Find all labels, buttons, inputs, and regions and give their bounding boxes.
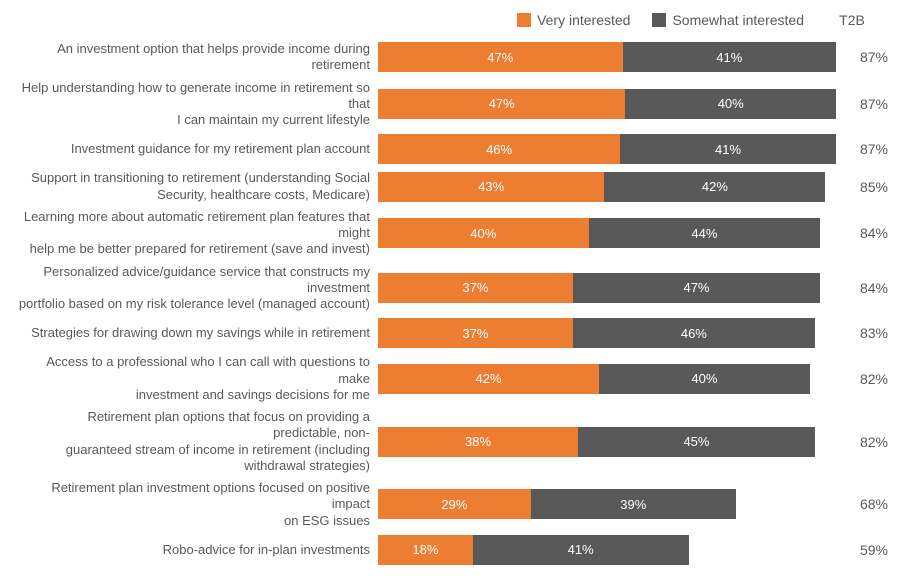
chart-row: Strategies for drawing down my savings w… [18, 318, 888, 348]
t2b-value: 68% [836, 496, 888, 512]
t2b-value: 82% [836, 371, 888, 387]
chart-row: Robo-advice for in-plan investments 18%41… [18, 535, 888, 565]
bar-area: 43%42% [378, 172, 836, 202]
bar-area: 29%39% [378, 489, 836, 519]
row-label: Retirement plan options that focus on pr… [18, 409, 378, 474]
row-label-line: An investment option that helps provide … [18, 41, 370, 74]
bar-segment-somewhat-interested: 41% [473, 535, 689, 565]
t2b-value: 87% [836, 49, 888, 65]
t2b-value: 85% [836, 179, 888, 195]
row-label: Learning more about automatic retirement… [18, 209, 378, 258]
bar-segment-somewhat-interested: 46% [573, 318, 815, 348]
row-label-line: Learning more about automatic retirement… [18, 209, 370, 242]
bar-segment-very-interested: 29% [378, 489, 531, 519]
t2b-value: 59% [836, 542, 888, 558]
row-label-line: Security, healthcare costs, Medicare) [157, 187, 370, 203]
row-label-line: Retirement plan investment options focus… [18, 480, 370, 513]
chart-row: Access to a professional who I can call … [18, 354, 888, 403]
bar-segment-somewhat-interested: 41% [620, 134, 836, 164]
bar-segment-somewhat-interested: 41% [623, 42, 836, 72]
bar-segment-very-interested: 43% [378, 172, 604, 202]
chart-row: An investment option that helps provide … [18, 41, 888, 74]
bar-area: 38%45% [378, 427, 836, 457]
bar-segment-very-interested: 40% [378, 218, 589, 248]
row-label-line: on ESG issues [284, 513, 370, 529]
row-label-line: Help understanding how to generate incom… [18, 80, 370, 113]
row-label: Help understanding how to generate incom… [18, 80, 378, 129]
bar-segment-very-interested: 46% [378, 134, 620, 164]
row-label-line: Personalized advice/guidance service tha… [18, 264, 370, 297]
row-label: Robo-advice for in-plan investments [18, 542, 378, 558]
bar-area: 42%40% [378, 364, 836, 394]
chart-row: Investment guidance for my retirement pl… [18, 134, 888, 164]
row-label-line: Retirement plan options that focus on pr… [18, 409, 370, 442]
t2b-value: 87% [836, 141, 888, 157]
row-label-line: I can maintain my current lifestyle [177, 112, 370, 128]
t2b-value: 84% [836, 280, 888, 296]
bar-segment-very-interested: 37% [378, 318, 573, 348]
chart-row: Support in transitioning to retirement (… [18, 170, 888, 203]
legend-label-very: Very interested [537, 12, 630, 28]
bar-area: 47%41% [378, 42, 836, 72]
t2b-column-header: T2B [826, 12, 878, 28]
bar-area: 47%40% [378, 89, 836, 119]
bar-segment-very-interested: 37% [378, 273, 573, 303]
legend-swatch-somewhat [652, 13, 666, 27]
bar-segment-somewhat-interested: 45% [578, 427, 815, 457]
row-label-line: Strategies for drawing down my savings w… [31, 325, 370, 341]
bar-area: 46%41% [378, 134, 836, 164]
legend-somewhat-interested: Somewhat interested [652, 12, 804, 28]
chart-row: Learning more about automatic retirement… [18, 209, 888, 258]
bar-segment-very-interested: 38% [378, 427, 578, 457]
legend-label-somewhat: Somewhat interested [672, 12, 804, 28]
row-label-line: portfolio based on my risk tolerance lev… [19, 296, 370, 312]
row-label-line: Support in transitioning to retirement (… [31, 170, 370, 186]
t2b-value: 83% [836, 325, 888, 341]
row-label: An investment option that helps provide … [18, 41, 378, 74]
t2b-value: 87% [836, 96, 888, 112]
bar-segment-very-interested: 18% [378, 535, 473, 565]
row-label-line: Investment guidance for my retirement pl… [71, 141, 370, 157]
chart-row: Retirement plan options that focus on pr… [18, 409, 888, 474]
bar-segment-very-interested: 42% [378, 364, 599, 394]
row-label: Personalized advice/guidance service tha… [18, 264, 378, 313]
interest-bar-chart: An investment option that helps provide … [18, 38, 888, 568]
t2b-value: 82% [836, 434, 888, 450]
row-label: Investment guidance for my retirement pl… [18, 141, 378, 157]
legend-very-interested: Very interested [517, 12, 630, 28]
chart-row: Retirement plan investment options focus… [18, 480, 888, 529]
bar-segment-very-interested: 47% [378, 89, 625, 119]
row-label-line: Robo-advice for in-plan investments [163, 542, 370, 558]
row-label: Access to a professional who I can call … [18, 354, 378, 403]
bar-segment-somewhat-interested: 47% [573, 273, 820, 303]
bar-area: 37%46% [378, 318, 836, 348]
chart-row: Personalized advice/guidance service tha… [18, 264, 888, 313]
bar-area: 40%44% [378, 218, 836, 248]
row-label: Strategies for drawing down my savings w… [18, 325, 378, 341]
bar-segment-somewhat-interested: 44% [589, 218, 821, 248]
bar-segment-very-interested: 47% [378, 42, 623, 72]
legend-swatch-very [517, 13, 531, 27]
bar-segment-somewhat-interested: 39% [531, 489, 736, 519]
row-label-line: Access to a professional who I can call … [18, 354, 370, 387]
bar-area: 37%47% [378, 273, 836, 303]
bar-segment-somewhat-interested: 40% [599, 364, 810, 394]
row-label: Retirement plan investment options focus… [18, 480, 378, 529]
bar-segment-somewhat-interested: 42% [604, 172, 825, 202]
t2b-value: 84% [836, 225, 888, 241]
row-label-line: guaranteed stream of income in retiremen… [18, 442, 370, 475]
chart-row: Help understanding how to generate incom… [18, 80, 888, 129]
bar-area: 18%41% [378, 535, 836, 565]
bar-segment-somewhat-interested: 40% [625, 89, 836, 119]
row-label-line: help me be better prepared for retiremen… [30, 241, 370, 257]
legend: Very interested Somewhat interested T2B [18, 12, 888, 28]
row-label-line: investment and savings decisions for me [136, 387, 370, 403]
row-label: Support in transitioning to retirement (… [18, 170, 378, 203]
